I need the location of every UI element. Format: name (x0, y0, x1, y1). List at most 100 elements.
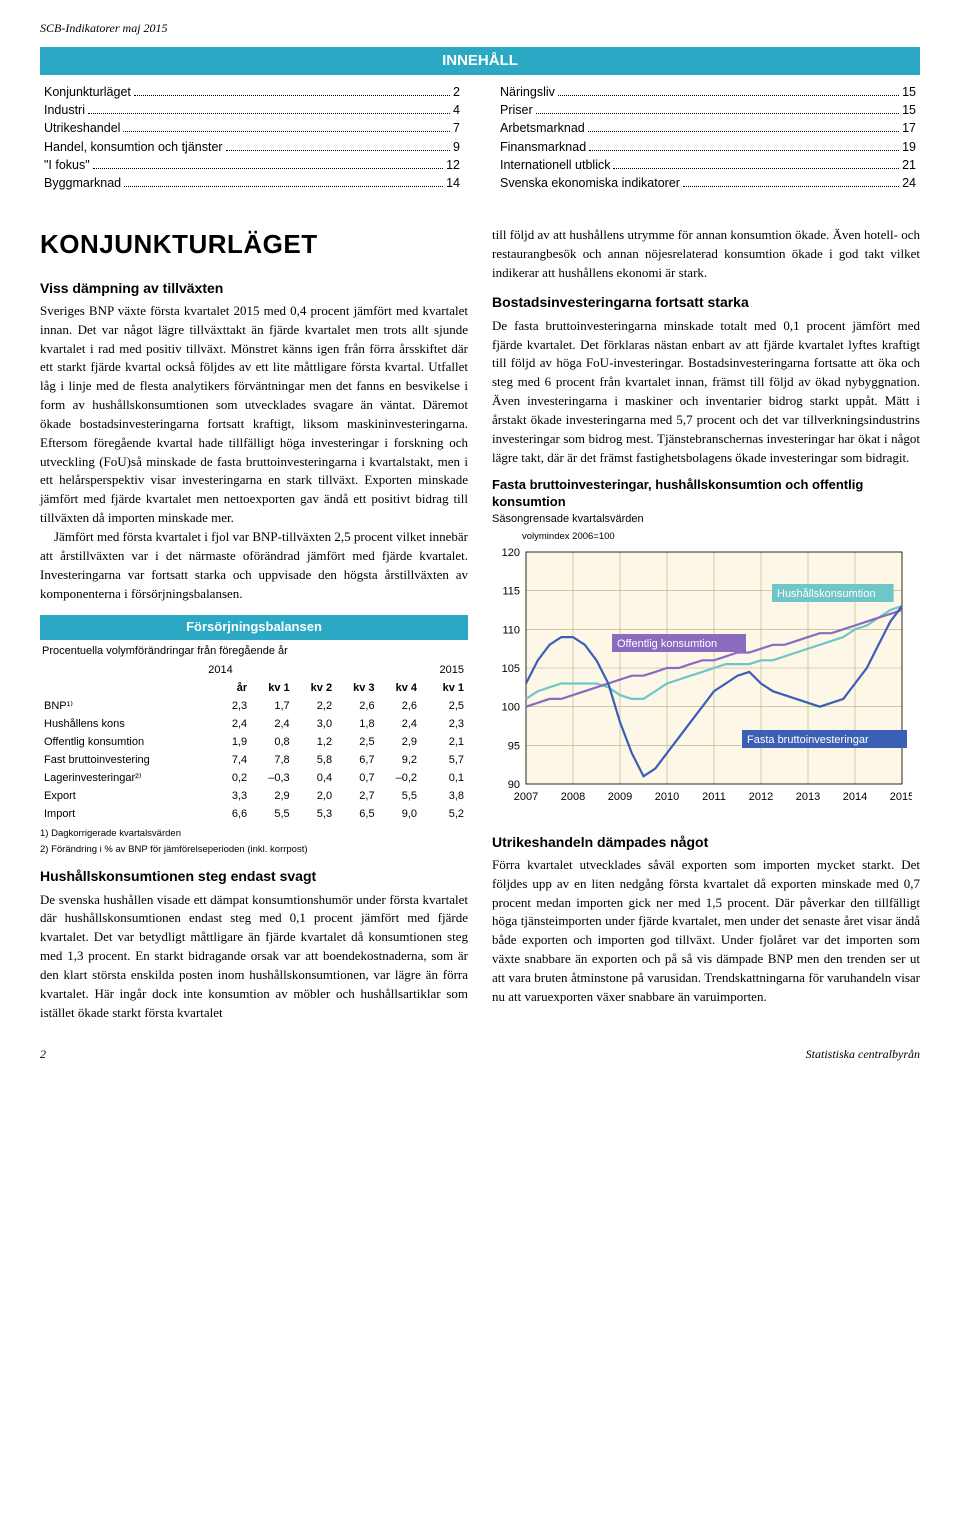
toc-row: Finansmarknad19 (500, 138, 916, 156)
toc-page: 17 (902, 119, 916, 137)
table-cell: Offentlig konsumtion (40, 734, 204, 752)
chart-unit: volymindex 2006=100 (522, 530, 920, 544)
table-cell: Lagerinvesteringar²⁾ (40, 770, 204, 788)
table-cell: BNP¹⁾ (40, 698, 204, 716)
table-cell: 0,4 (294, 770, 336, 788)
toc-row: Internationell utblick 21 (500, 156, 916, 174)
table-row: BNP¹⁾2,31,72,22,62,62,5 (40, 698, 468, 716)
table-subtitle: Procentuella volymförändringar från före… (40, 640, 468, 662)
table-row: Offentlig konsumtion1,90,81,22,52,92,1 (40, 734, 468, 752)
table-cell: 6,7 (336, 752, 378, 770)
table-cell: 2,1 (421, 734, 468, 752)
toc-row: Näringsliv15 (500, 83, 916, 101)
table-cell: 9,2 (379, 752, 421, 770)
toc-label: Byggmarknad (44, 174, 121, 192)
table-cell: 2,9 (251, 788, 293, 806)
table-cell: –0,3 (251, 770, 293, 788)
toc-page: 21 (902, 156, 916, 174)
table-cell: 1,7 (251, 698, 293, 716)
svg-text:2009: 2009 (608, 791, 632, 803)
table-header: kv 3 (336, 680, 378, 698)
body-paragraph: De svenska hushållen visade ett dämpat k… (40, 891, 468, 1023)
svg-text:120: 120 (502, 547, 520, 559)
table-cell: 6,5 (336, 806, 378, 824)
table-cell: Import (40, 806, 204, 824)
toc-label: Industri (44, 101, 85, 119)
toc-row: "I fokus" 12 (44, 156, 460, 174)
svg-text:Hushållskonsumtion: Hushållskonsumtion (777, 588, 875, 600)
toc-row: Utrikeshandel7 (44, 119, 460, 137)
toc-dots (124, 186, 443, 187)
svg-text:105: 105 (502, 663, 520, 675)
page-footer: 2 Statistiska centralbyrån (40, 1046, 920, 1063)
table-cell: –0,2 (379, 770, 421, 788)
page-header: SCB-Indikatorer maj 2015 (40, 20, 920, 37)
toc-dots (123, 131, 450, 132)
table-cell: 2,7 (336, 788, 378, 806)
body-paragraph: Sveriges BNP växte första kvartalet 2015… (40, 302, 468, 528)
subheading-hush: Hushållskonsumtionen steg endast svagt (40, 866, 468, 886)
toc-row: Handel, konsumtion och tjänster 9 (44, 138, 460, 156)
toc-row: Konjunkturläget2 (44, 83, 460, 101)
table-cell: Hushållens kons (40, 716, 204, 734)
toc-label: Svenska ekonomiska indikatorer (500, 174, 680, 192)
toc-page: 12 (446, 156, 460, 174)
toc-dots (613, 168, 899, 169)
chart-label: Fasta bruttoinvesteringar (742, 730, 907, 748)
table-header: kv 1 (421, 680, 468, 698)
chart-title: Fasta bruttoinvesteringar, hushållskonsu… (492, 477, 920, 510)
toc-title: INNEHÅLL (40, 47, 920, 75)
table-row: Lagerinvesteringar²⁾0,2–0,30,40,7–0,20,1 (40, 770, 468, 788)
toc-label: Internationell utblick (500, 156, 610, 174)
table-cell: 2,4 (251, 716, 293, 734)
table-row: Fast bruttoinvestering7,47,85,86,79,25,7 (40, 752, 468, 770)
svg-text:Offentlig konsumtion: Offentlig konsumtion (617, 638, 717, 650)
svg-text:115: 115 (502, 585, 520, 597)
toc-label: Utrikeshandel (44, 119, 120, 137)
toc-dots (88, 113, 450, 114)
table-cell: 7,4 (204, 752, 251, 770)
left-column: KONJUNKTURLÄGET Viss dämpning av tillväx… (40, 226, 468, 1023)
table-cell: 2,6 (336, 698, 378, 716)
table-cell: 5,2 (421, 806, 468, 824)
svg-text:2010: 2010 (655, 791, 679, 803)
toc-label: Priser (500, 101, 533, 119)
body-paragraph: till följd av att hushållens utrymme för… (492, 226, 920, 283)
table-cell: 3,8 (421, 788, 468, 806)
table-cell: 5,5 (251, 806, 293, 824)
table-header: kv 2 (294, 680, 336, 698)
table-cell: 2,4 (379, 716, 421, 734)
table-footnote: 1) Dagkorrigerade kvartalsvärden (40, 828, 468, 840)
toc-label: Handel, konsumtion och tjänster (44, 138, 223, 156)
toc-right-col: Näringsliv15Priser15Arbetsmarknad17Finan… (500, 83, 916, 192)
toc-page: 9 (453, 138, 460, 156)
toc-page: 19 (902, 138, 916, 156)
table-cell: 6,6 (204, 806, 251, 824)
table-cell: 1,2 (294, 734, 336, 752)
table-cell: 3,0 (294, 716, 336, 734)
toc-dots (558, 95, 899, 96)
toc-row: Arbetsmarknad 17 (500, 119, 916, 137)
toc-page: 4 (453, 101, 460, 119)
toc-dots (536, 113, 899, 114)
table-cell: 2,9 (379, 734, 421, 752)
toc-dots (589, 150, 899, 151)
toc-row: Svenska ekonomiska indikatorer24 (500, 174, 916, 192)
table-cell: 2,4 (204, 716, 251, 734)
toc-label: Näringsliv (500, 83, 555, 101)
toc-dots (93, 168, 443, 169)
table-cell: 5,5 (379, 788, 421, 806)
toc-label: Konjunkturläget (44, 83, 131, 101)
table-cell: 2,5 (336, 734, 378, 752)
right-column: till följd av att hushållens utrymme för… (492, 226, 920, 1023)
body-paragraph: De fasta bruttoinvesteringarna minskade … (492, 317, 920, 468)
table-cell: 5,7 (421, 752, 468, 770)
svg-text:2015: 2015 (890, 791, 912, 803)
table-title: Försörjningsbalansen (40, 615, 468, 640)
toc-label: "I fokus" (44, 156, 90, 174)
toc-label: Arbetsmarknad (500, 119, 585, 137)
toc-page: 14 (446, 174, 460, 192)
table-cell: 2,3 (204, 698, 251, 716)
chart-svg: 9095100105110115120200720082009201020112… (492, 546, 912, 816)
svg-text:2008: 2008 (561, 791, 585, 803)
